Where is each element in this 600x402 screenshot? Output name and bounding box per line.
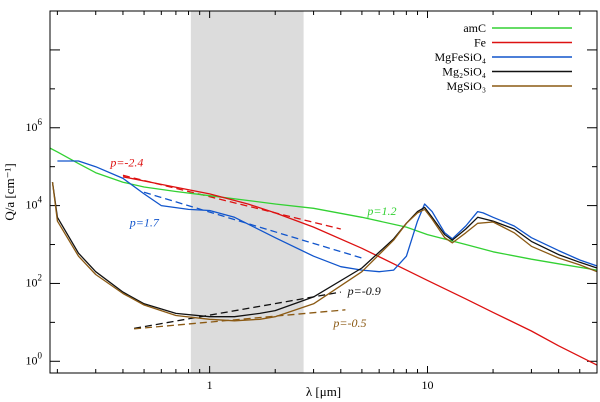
fit-annotation-3: p=-0.9 xyxy=(347,284,381,298)
series-line-1 xyxy=(122,176,597,366)
x-axis-label: λ [μm] xyxy=(306,384,341,399)
x-tick-label: 1 xyxy=(207,378,213,392)
y-tick-label: 100 xyxy=(26,350,43,367)
fit-line-3 xyxy=(133,291,341,330)
fit-line-4 xyxy=(134,309,346,330)
fit-annotation-1: p=1.7 xyxy=(129,216,160,230)
series-line-2 xyxy=(57,160,597,273)
y-tick-label: 102 xyxy=(26,272,43,289)
legend-label-1: Fe xyxy=(474,36,486,50)
series-line-4 xyxy=(51,182,597,322)
fit-line-1 xyxy=(143,191,363,259)
fit-annotation-2: p=1.2 xyxy=(366,204,396,218)
y-tick-label: 104 xyxy=(26,195,43,212)
plot-frame xyxy=(49,10,598,374)
fit-annotation-4: p=-0.5 xyxy=(332,316,366,330)
y-tick-label: 106 xyxy=(26,117,43,134)
x-tick-label: 10 xyxy=(421,378,433,392)
series-line-0 xyxy=(50,147,597,271)
fit-annotation-0: p=-2.4 xyxy=(109,156,143,170)
y-axis-label: Q/a [cm⁻¹] xyxy=(2,163,17,220)
legend-label-4: MgSiO₃ xyxy=(446,79,486,93)
shaded-band xyxy=(190,11,304,373)
legend-label-0: amC xyxy=(463,21,486,35)
legend-label-3: Mg₂SiO₄ xyxy=(442,65,486,79)
legend-label-2: MgFeSiO₄ xyxy=(434,50,486,64)
